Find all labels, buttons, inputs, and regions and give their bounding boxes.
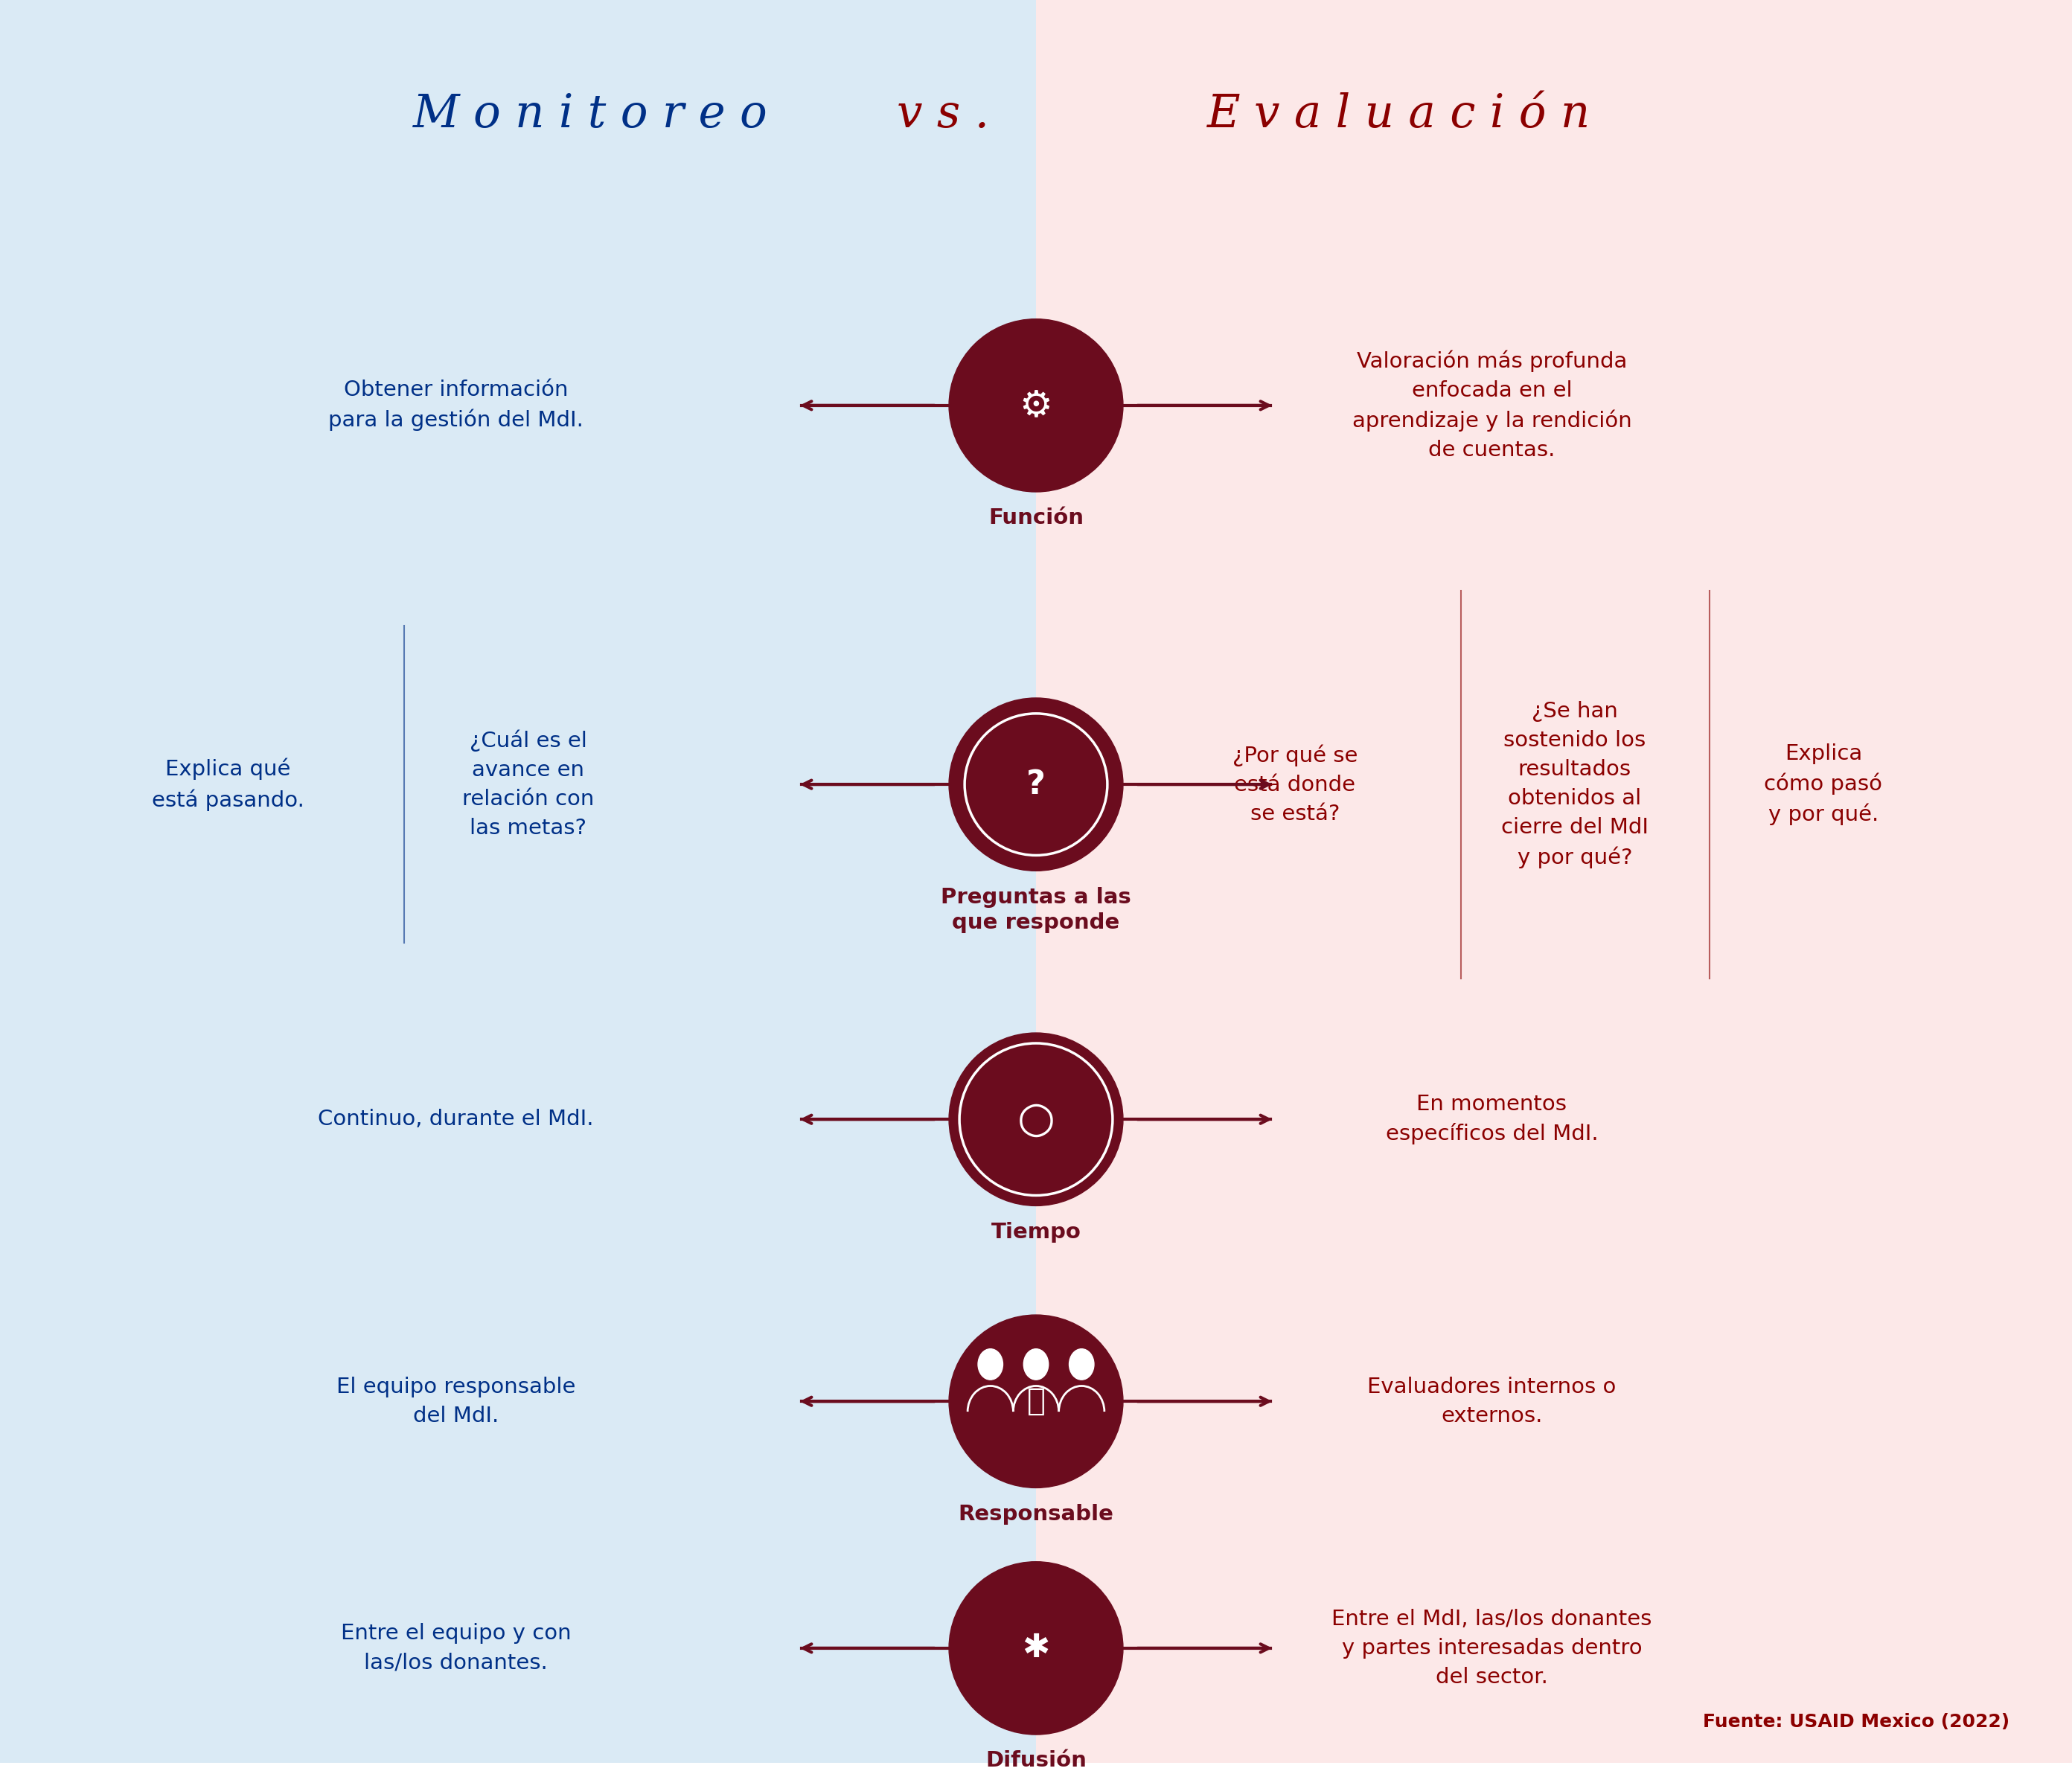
Text: Difusión: Difusión	[986, 1751, 1086, 1770]
Text: ?: ?	[1026, 768, 1046, 800]
Ellipse shape	[949, 1032, 1123, 1206]
FancyBboxPatch shape	[0, 0, 1036, 1763]
Text: ¿Se han
sostenido los
resultados
obtenidos al
cierre del MdI
y por qué?: ¿Se han sostenido los resultados obtenid…	[1500, 701, 1649, 867]
Text: E v a l u a c i ó n: E v a l u a c i ó n	[1206, 92, 1591, 137]
Text: ⚙: ⚙	[1019, 387, 1053, 424]
Text: ¿Por qué se
está donde
se está?: ¿Por qué se está donde se está?	[1233, 745, 1357, 825]
FancyBboxPatch shape	[1036, 0, 2072, 1763]
Text: En momentos
específicos del MdI.: En momentos específicos del MdI.	[1386, 1095, 1598, 1144]
Text: Fuente: USAID Mexico (2022): Fuente: USAID Mexico (2022)	[1703, 1714, 2010, 1731]
Text: ✱: ✱	[1021, 1632, 1051, 1664]
FancyArrowPatch shape	[804, 1116, 934, 1123]
Text: Continuo, durante el MdI.: Continuo, durante el MdI.	[317, 1109, 595, 1130]
Text: M o n i t o r e o: M o n i t o r e o	[412, 92, 769, 137]
FancyArrowPatch shape	[804, 1644, 934, 1652]
FancyArrowPatch shape	[1138, 1398, 1268, 1405]
Text: Responsable: Responsable	[957, 1504, 1115, 1524]
Ellipse shape	[1069, 1348, 1094, 1380]
FancyArrowPatch shape	[804, 1398, 934, 1405]
Ellipse shape	[978, 1348, 1003, 1380]
Text: Explica qué
está pasando.: Explica qué está pasando.	[151, 757, 305, 811]
Text: Evaluadores internos o
externos.: Evaluadores internos o externos.	[1368, 1377, 1616, 1426]
Text: El equipo responsable
del MdI.: El equipo responsable del MdI.	[336, 1377, 576, 1426]
Text: 👥: 👥	[1028, 1385, 1044, 1417]
Ellipse shape	[949, 697, 1123, 871]
Ellipse shape	[949, 1315, 1123, 1488]
Text: Explica
cómo pasó
y por qué.: Explica cómo pasó y por qué.	[1763, 743, 1883, 825]
Ellipse shape	[1024, 1348, 1048, 1380]
FancyArrowPatch shape	[804, 401, 934, 410]
Ellipse shape	[949, 319, 1123, 491]
FancyArrowPatch shape	[1138, 401, 1268, 410]
FancyArrowPatch shape	[1138, 1116, 1268, 1123]
Text: Entre el equipo y con
las/los donantes.: Entre el equipo y con las/los donantes.	[340, 1623, 572, 1673]
FancyArrowPatch shape	[1138, 1644, 1268, 1652]
Text: Entre el MdI, las/los donantes
y partes interesadas dentro
del sector.: Entre el MdI, las/los donantes y partes …	[1332, 1609, 1651, 1687]
Text: ¿Cuál es el
avance en
relación con
las metas?: ¿Cuál es el avance en relación con las m…	[462, 729, 595, 839]
Text: ○: ○	[1017, 1098, 1055, 1141]
Text: Preguntas a las
que responde: Preguntas a las que responde	[941, 887, 1131, 933]
Text: Función: Función	[988, 507, 1084, 529]
Text: Obtener información
para la gestión del MdI.: Obtener información para la gestión del …	[327, 380, 584, 431]
Text: Valoración más profunda
enfocada en el
aprendizaje y la rendición
de cuentas.: Valoración más profunda enfocada en el a…	[1353, 349, 1631, 461]
Text: Tiempo: Tiempo	[990, 1222, 1082, 1242]
FancyArrowPatch shape	[1138, 781, 1268, 789]
FancyArrowPatch shape	[804, 781, 934, 789]
Ellipse shape	[949, 1561, 1123, 1735]
Text: v s .: v s .	[897, 92, 988, 137]
